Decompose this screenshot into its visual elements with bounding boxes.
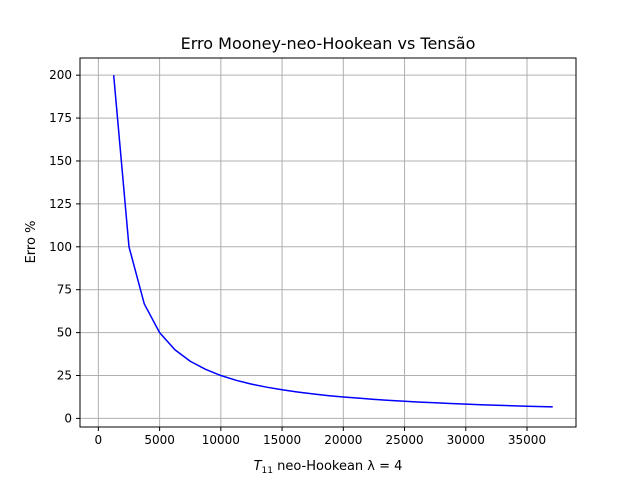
x-tick-label: 25000 <box>385 433 423 447</box>
x-tick-label: 15000 <box>263 433 301 447</box>
plot-frame <box>79 57 577 428</box>
x-axis-label: T11 neo-Hookean λ = 4 <box>254 459 403 476</box>
x-tick-label: 10000 <box>202 433 240 447</box>
y-axis-label: Erro % <box>24 221 39 264</box>
series-line <box>112 75 553 408</box>
y-tick-label: 75 <box>57 283 72 297</box>
y-tick-label: 175 <box>49 111 72 125</box>
grid <box>80 58 576 427</box>
y-tick-label: 200 <box>49 68 72 82</box>
x-tick-label: 30000 <box>447 433 485 447</box>
y-tick-label: 150 <box>49 154 72 168</box>
chart-title: Erro Mooney-neo-Hookean vs Tensão <box>181 34 476 53</box>
y-tick-label: 0 <box>64 411 72 425</box>
x-tick-label: 20000 <box>324 433 362 447</box>
x-axis-label-subscript: 11 <box>262 466 273 476</box>
x-tick-label: 0 <box>95 433 103 447</box>
x-tick-label: 5000 <box>144 433 175 447</box>
y-tick-label: 25 <box>57 369 72 383</box>
x-axis-label-text: neo-Hookean λ = 4 <box>273 459 402 474</box>
x-tick-label: 35000 <box>508 433 546 447</box>
series-layer <box>112 75 553 408</box>
y-tick-label: 125 <box>49 197 72 211</box>
y-tick-label: 100 <box>49 240 72 254</box>
ticks: 0 5000 10000 15000 20000 25000 30000 35000 0 25 50… <box>49 68 546 447</box>
x-axis-label-symbol: T <box>254 459 263 474</box>
y-tick-label: 50 <box>57 326 72 340</box>
